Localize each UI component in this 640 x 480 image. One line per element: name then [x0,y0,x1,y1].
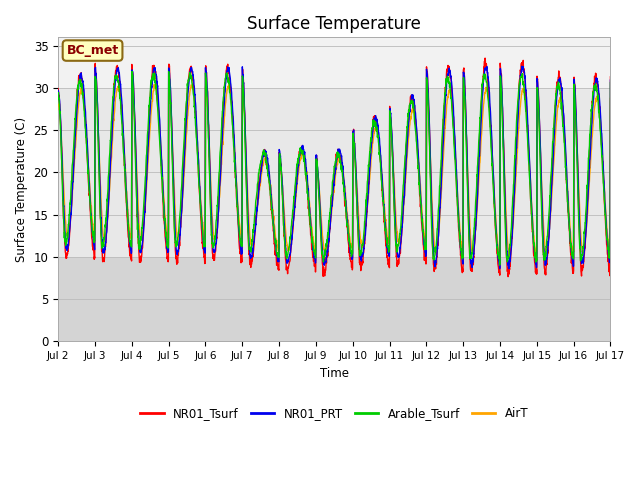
X-axis label: Time: Time [320,367,349,380]
Bar [58,88,611,257]
Bar [58,37,611,88]
Legend: NR01_Tsurf, NR01_PRT, Arable_Tsurf, AirT: NR01_Tsurf, NR01_PRT, Arable_Tsurf, AirT [136,402,533,424]
Bar [58,257,611,341]
Title: Surface Temperature: Surface Temperature [247,15,421,33]
Y-axis label: Surface Temperature (C): Surface Temperature (C) [15,117,28,262]
Text: BC_met: BC_met [67,44,118,57]
